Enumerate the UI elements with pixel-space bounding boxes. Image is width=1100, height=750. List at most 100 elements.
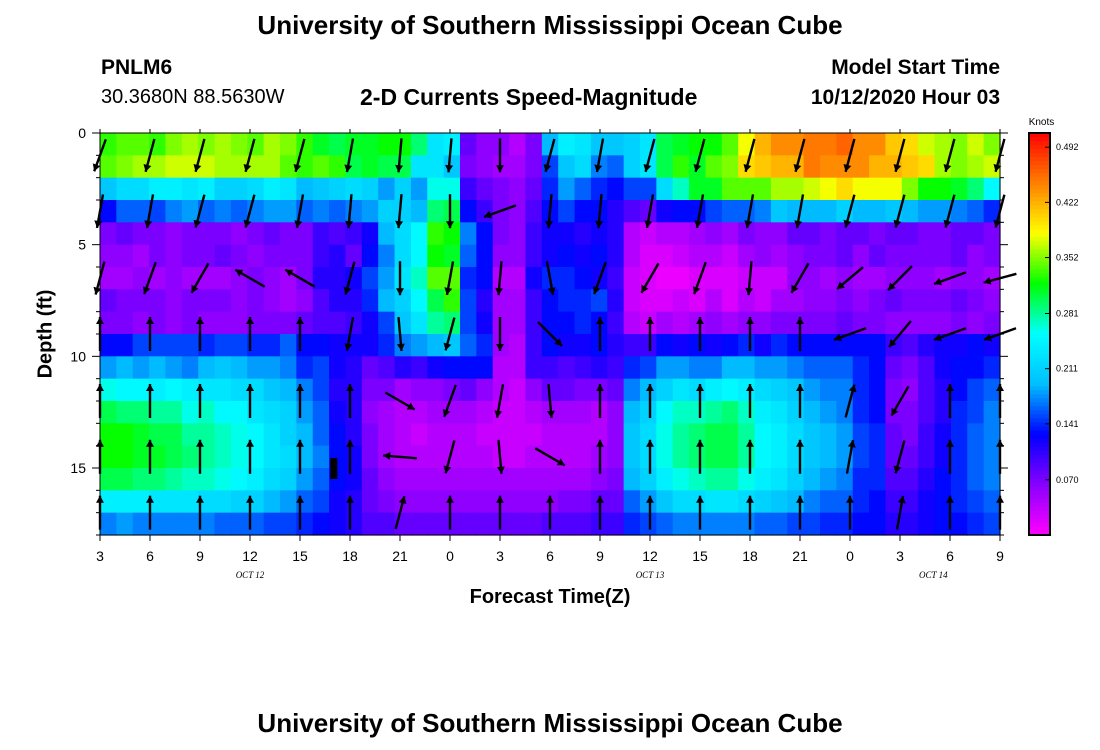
heat-cell [803, 356, 821, 380]
heat-cell [738, 445, 756, 469]
heat-cell [885, 334, 903, 357]
colorbar-segment [1029, 317, 1050, 323]
heat-cell [885, 490, 903, 514]
heat-cell [509, 445, 527, 469]
heat-cell [116, 512, 134, 536]
heat-cell [705, 289, 723, 313]
current-vector [846, 495, 854, 530]
heat-cell [918, 378, 936, 402]
heat-cell [492, 222, 510, 246]
heat-cell [656, 177, 674, 201]
heat-cell [149, 222, 167, 246]
heat-cell [918, 423, 936, 447]
heat-cell [590, 289, 608, 313]
heat-cell [460, 334, 477, 357]
heat-cell [427, 378, 445, 402]
heat-cell [312, 311, 330, 335]
heat-cell [607, 334, 625, 357]
heat-cell [492, 423, 510, 447]
heat-cell [820, 311, 837, 335]
heat-cell [132, 512, 150, 536]
heat-cell [852, 244, 870, 268]
heat-cell [918, 490, 936, 514]
heat-cell [950, 468, 968, 491]
heat-cell [214, 445, 232, 469]
heat-cell [967, 445, 985, 469]
colorbar-segment [1029, 149, 1050, 154]
heat-cell [754, 423, 772, 447]
heat-cell [738, 401, 756, 424]
heat-cell [721, 244, 739, 268]
heat-cell [950, 267, 968, 290]
current-vector [545, 261, 556, 296]
heat-cell [247, 311, 265, 335]
heat-cell [558, 200, 576, 223]
heat-cell [165, 356, 183, 380]
heat-cell [934, 244, 952, 268]
heat-cell [950, 490, 968, 514]
heat-cell [950, 445, 968, 469]
heat-cell [869, 155, 887, 179]
current-vector [893, 440, 906, 474]
colorbar-tick-label: 0.211 [1056, 364, 1078, 374]
heat-cell [410, 490, 428, 514]
heat-cell [525, 378, 543, 402]
x-axis-title: Forecast Time(Z) [469, 586, 631, 608]
heat-cell [705, 512, 723, 536]
heat-cell [967, 401, 985, 424]
heat-cell [361, 289, 379, 313]
heat-cell [541, 133, 559, 156]
heat-cell [198, 423, 216, 447]
heat-cell [836, 244, 854, 268]
heat-cell [329, 244, 347, 268]
heat-cell [165, 177, 183, 201]
heat-cell [820, 177, 837, 201]
heat-cell [852, 512, 870, 536]
heat-cell [329, 423, 347, 447]
heat-cell [705, 267, 723, 290]
heat-cell [345, 177, 363, 201]
heat-cell [623, 177, 641, 201]
heat-cell [280, 356, 297, 380]
heat-cell [623, 267, 641, 290]
heat-cell [361, 177, 379, 201]
current-vector [146, 439, 154, 474]
heat-cell [181, 401, 199, 424]
heat-cell [689, 334, 707, 357]
heat-cell [181, 311, 199, 335]
heat-cell [574, 289, 592, 313]
speed-heatmap [100, 133, 1001, 536]
heat-cell [214, 512, 232, 536]
colorbar-segment [1029, 350, 1050, 355]
heat-cell [705, 401, 723, 424]
marker-annotation [330, 458, 338, 479]
current-vector [746, 495, 754, 530]
heat-cell [181, 155, 199, 179]
colorbar-segment [1029, 474, 1050, 480]
current-vector [446, 495, 454, 530]
current-vector [596, 439, 604, 474]
heat-cell [590, 244, 608, 268]
heat-cell [427, 490, 445, 514]
heat-cell [410, 445, 428, 469]
heat-cell [476, 222, 494, 246]
heat-cell [230, 512, 248, 536]
heat-cell [950, 334, 968, 357]
heat-cell [312, 445, 330, 469]
current-vector [643, 138, 656, 173]
heat-cell [280, 155, 297, 179]
heat-cell [754, 401, 772, 424]
current-vector [483, 204, 517, 219]
heat-cell [509, 177, 527, 201]
colorbar-segment [1029, 522, 1050, 528]
heat-cell [280, 423, 297, 447]
heat-cell [918, 200, 936, 223]
footer-title: University of Southern Mississippi Ocean… [257, 708, 843, 738]
colorbar-segment [1029, 281, 1050, 287]
heat-cell [198, 378, 216, 402]
current-vector [384, 391, 416, 411]
current-vector [845, 439, 856, 474]
heat-cell [132, 177, 150, 201]
heat-cell [460, 468, 477, 491]
heat-cell [394, 244, 412, 268]
